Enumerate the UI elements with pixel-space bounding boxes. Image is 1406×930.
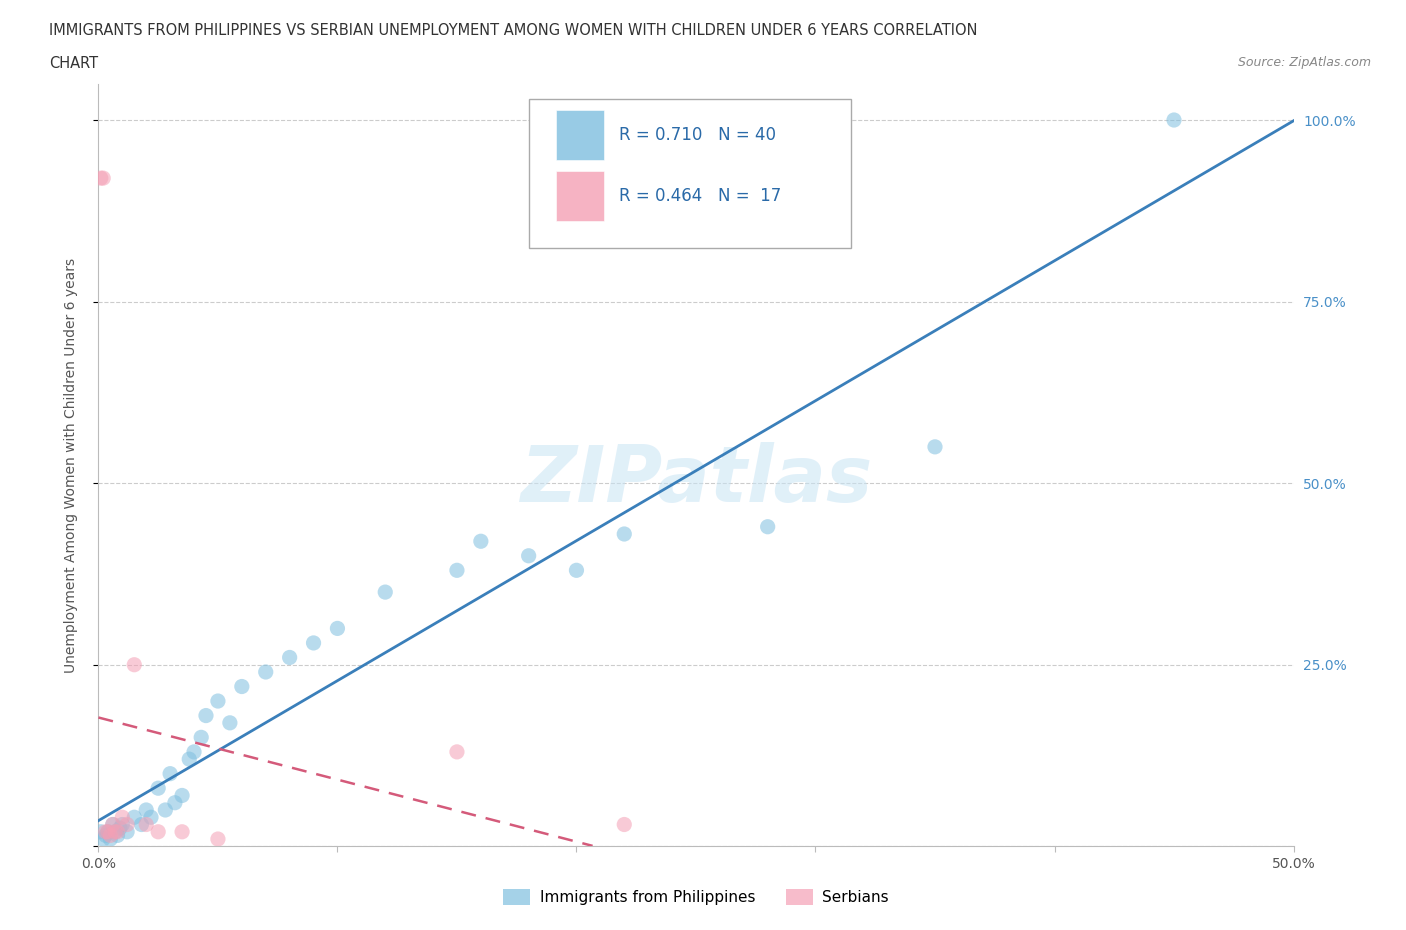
Legend: Immigrants from Philippines, Serbians: Immigrants from Philippines, Serbians: [496, 883, 896, 911]
Point: [124, 810, 146, 825]
Point: [135, 803, 157, 817]
Point: [104, 824, 127, 839]
Point: [470, 534, 492, 549]
Point: [91, 831, 114, 846]
Point: [163, 795, 186, 810]
Point: [613, 526, 636, 541]
Text: R = 0.464   N =  17: R = 0.464 N = 17: [620, 187, 782, 206]
Point: [231, 679, 253, 694]
Point: [613, 817, 636, 832]
Point: [101, 817, 124, 832]
Point: [107, 824, 129, 839]
Point: [155, 803, 177, 817]
Point: [172, 788, 194, 803]
Point: [565, 563, 588, 578]
Point: [172, 824, 194, 839]
Point: [756, 519, 779, 534]
Point: [115, 824, 138, 839]
Text: R = 0.710   N = 40: R = 0.710 N = 40: [620, 126, 776, 144]
Point: [219, 715, 242, 730]
Point: [94, 828, 117, 843]
Point: [135, 817, 157, 832]
Point: [446, 563, 468, 578]
Point: [254, 665, 277, 680]
Point: [159, 766, 181, 781]
FancyBboxPatch shape: [529, 99, 852, 247]
Text: IMMIGRANTS FROM PHILIPPINES VS SERBIAN UNEMPLOYMENT AMONG WOMEN WITH CHILDREN UN: IMMIGRANTS FROM PHILIPPINES VS SERBIAN U…: [49, 23, 977, 38]
Point: [148, 824, 170, 839]
Point: [139, 810, 162, 825]
FancyBboxPatch shape: [557, 171, 605, 221]
Point: [91, 171, 114, 186]
FancyBboxPatch shape: [557, 111, 605, 160]
Point: [98, 831, 122, 846]
Text: CHART: CHART: [49, 56, 98, 71]
Point: [194, 708, 218, 723]
Text: Source: ZipAtlas.com: Source: ZipAtlas.com: [1237, 56, 1371, 69]
Point: [374, 585, 396, 600]
Point: [94, 824, 117, 839]
Point: [131, 817, 153, 832]
Point: [302, 635, 325, 650]
Point: [90, 171, 112, 186]
Point: [111, 817, 134, 832]
Point: [278, 650, 301, 665]
Point: [179, 751, 201, 766]
Point: [111, 810, 134, 825]
Y-axis label: Unemployment Among Women with Children Under 6 years: Unemployment Among Women with Children U…: [63, 258, 77, 672]
Point: [207, 694, 229, 709]
Point: [104, 824, 127, 839]
Point: [190, 730, 212, 745]
Point: [97, 824, 120, 839]
Point: [148, 781, 170, 796]
Point: [326, 621, 349, 636]
Point: [207, 831, 229, 846]
Text: ZIPatlas: ZIPatlas: [520, 443, 872, 518]
Point: [124, 658, 146, 672]
Point: [446, 744, 468, 759]
Point: [97, 824, 120, 839]
Point: [924, 439, 946, 454]
Point: [101, 817, 124, 832]
Point: [90, 824, 112, 839]
Point: [98, 828, 122, 843]
Point: [115, 817, 138, 832]
Point: [517, 549, 540, 564]
Point: [183, 744, 205, 759]
Point: [107, 828, 129, 843]
Point: [108, 820, 131, 835]
Point: [1163, 113, 1185, 127]
